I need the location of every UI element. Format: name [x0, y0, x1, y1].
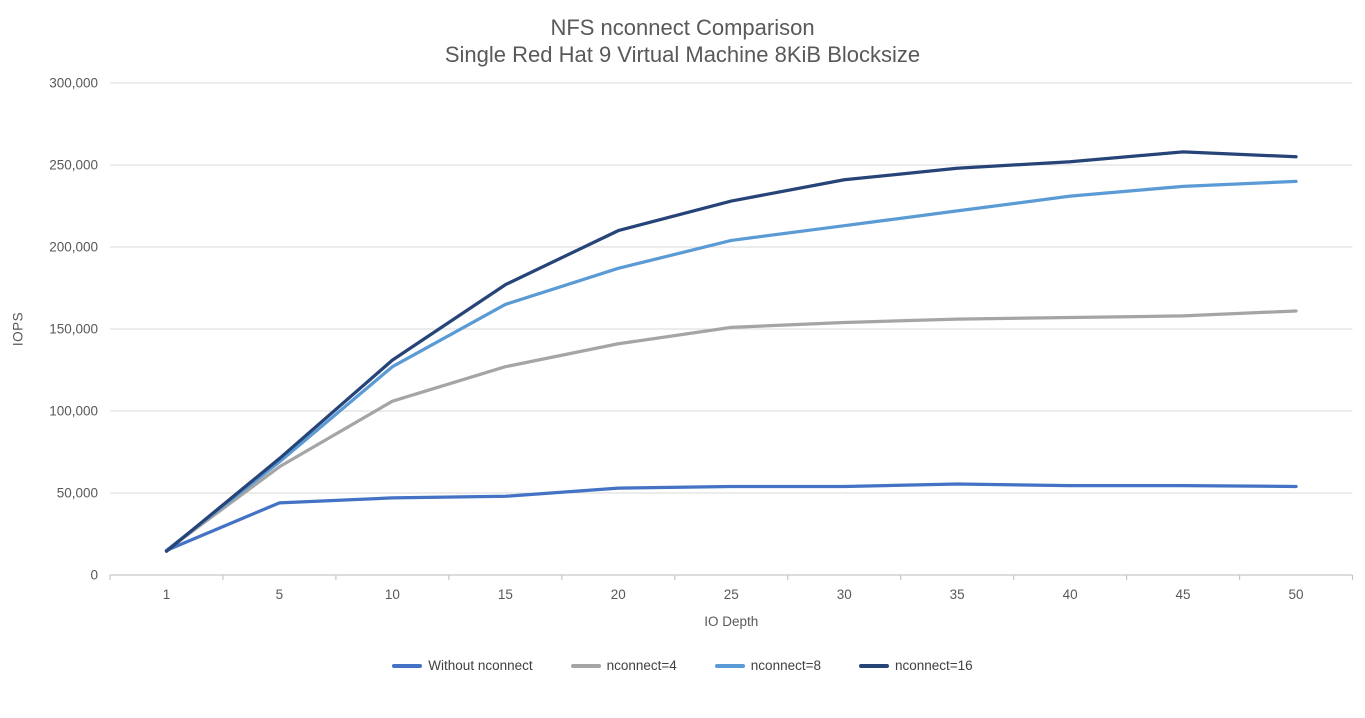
y-tick-label: 200,000: [49, 240, 98, 255]
x-tick-label: 20: [611, 587, 626, 602]
legend-item-nconnect-8: nconnect=8: [714, 658, 821, 673]
legend-item-nconnect-16: nconnect=16: [858, 658, 973, 673]
y-tick-label: 250,000: [49, 158, 98, 173]
line-chart-svg: 0 50,000 100,000 150,000 200,000 250,000 300,0…: [49, 76, 1354, 629]
y-tick-label: 150,000: [49, 322, 98, 337]
x-tick-label: 40: [1063, 587, 1078, 602]
legend-label: nconnect=4: [606, 658, 677, 673]
series-line-nconnect-4: [164, 309, 1298, 553]
y-tick-label: 300,000: [49, 76, 98, 91]
x-tick-label: 5: [276, 587, 284, 602]
x-tick-label: 30: [837, 587, 852, 602]
legend-label: nconnect=8: [750, 658, 821, 673]
legend-line-swatch: [714, 663, 745, 668]
x-tick-label: 10: [385, 587, 400, 602]
chart-subtitle: Single Red Hat 9 Virtual Machine 8KiB Bl…: [444, 42, 921, 67]
legend-label: nconnect=16: [894, 658, 973, 673]
series-line-nconnect-16: [164, 150, 1298, 553]
legend-item-nconnect-4: nconnect=4: [570, 658, 677, 673]
x-tick-label: 1: [163, 587, 171, 602]
legend-label: Without nconnect: [428, 658, 533, 673]
x-tick-label: 45: [1176, 587, 1191, 602]
x-tick-label: 15: [498, 587, 513, 602]
plot-area: IOPS 0 50,000 100,000 150,000 200,000 250,000…: [0, 68, 1365, 648]
legend-line-swatch: [392, 663, 423, 668]
x-tick-label: 25: [724, 587, 739, 602]
series-line-without-nconnect: [164, 482, 1298, 553]
series-line-nconnect-8: [164, 179, 1298, 553]
y-tick-label: 50,000: [57, 486, 98, 501]
y-tick-label: 100,000: [49, 404, 98, 419]
chart-title: NFS nconnect Comparison: [550, 15, 815, 40]
y-tick-label: 0: [90, 568, 98, 583]
legend-item-without-nconnect: Without nconnect: [392, 658, 533, 673]
x-tick-label: 35: [950, 587, 965, 602]
chart-legend: Without nconnect nconnect=4 nconnect=8 ncon…: [0, 658, 1365, 673]
x-axis-title: IO Depth: [704, 614, 758, 629]
legend-line-swatch: [570, 663, 601, 668]
y-axis-title: IOPS: [10, 311, 26, 347]
legend-line-swatch: [858, 663, 889, 668]
chart-title-block: NFS nconnect Comparison Single Red Hat 9…: [0, 0, 1365, 68]
x-tick-label: 50: [1289, 587, 1304, 602]
